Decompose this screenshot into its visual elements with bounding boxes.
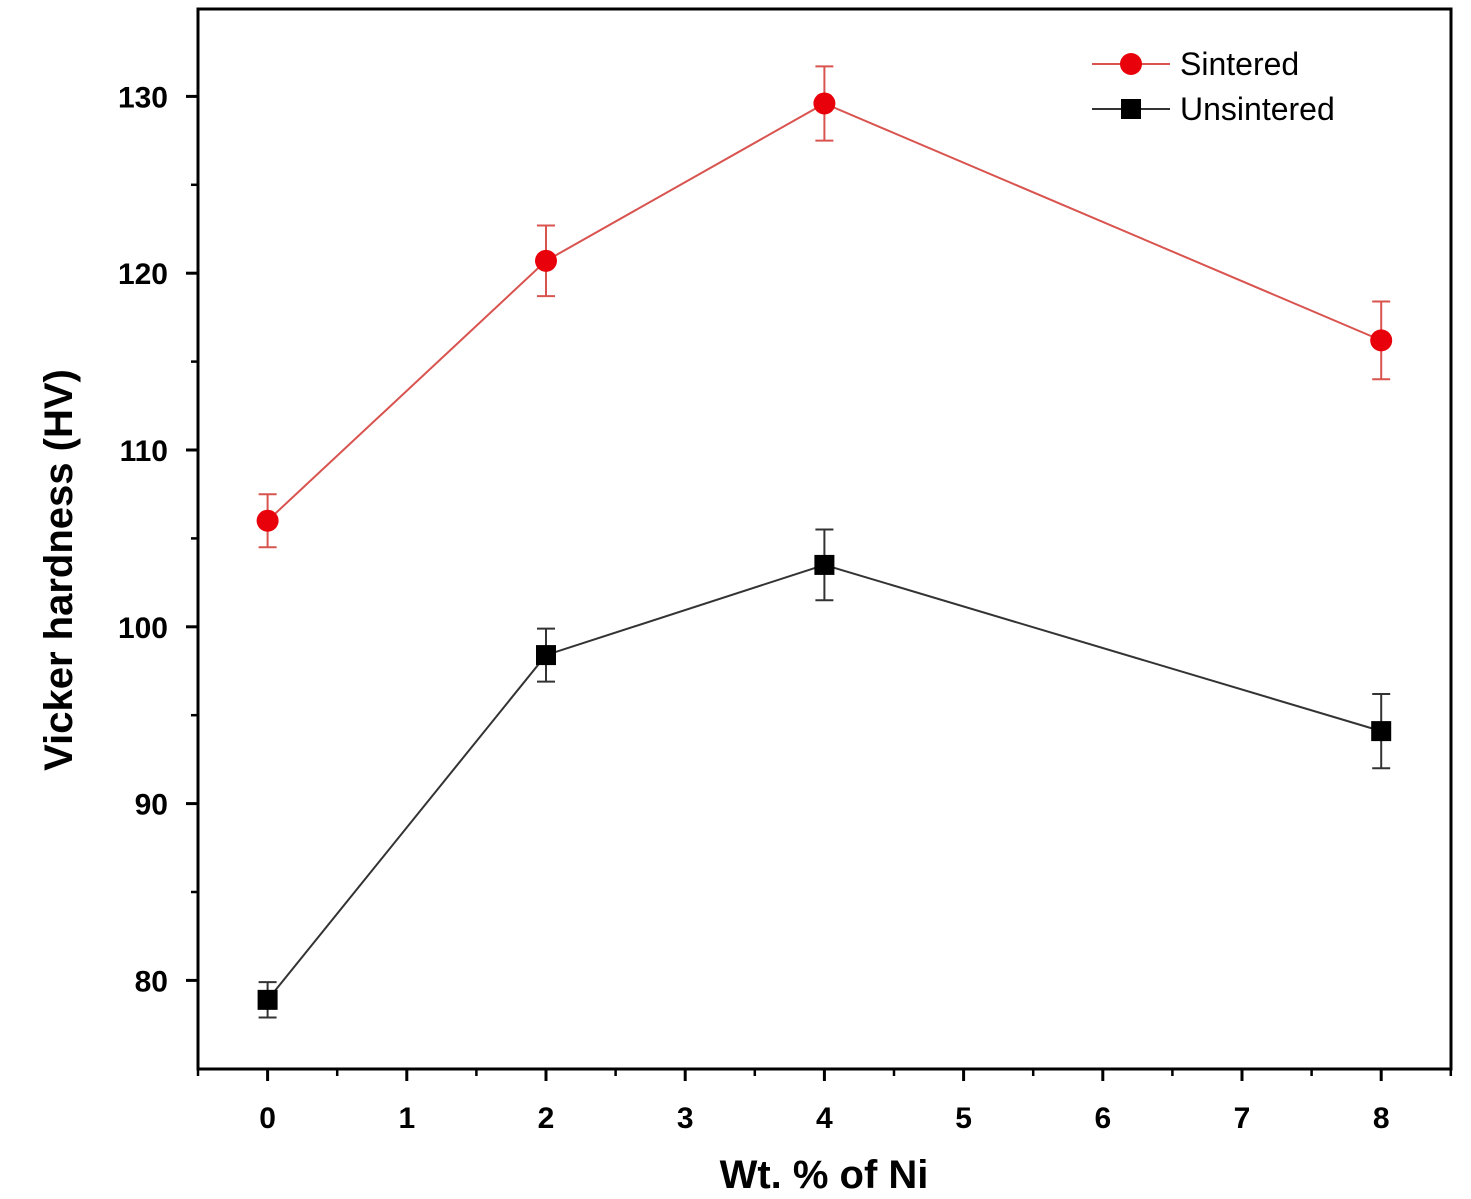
y-tick-label: 80 [135,965,168,998]
series-line [266,563,1382,1001]
x-tick-label: 8 [1373,1102,1390,1135]
series-sintered [256,65,1393,549]
y-tick-label: 100 [118,612,168,645]
legend-label: Sintered [1180,46,1299,82]
x-tick-label: 7 [1234,1102,1251,1135]
legend-item-sintered: Sintered [1092,46,1299,82]
x-tick-label: 4 [816,1102,833,1135]
y-tick-label: 130 [118,81,168,114]
x-tick-label: 0 [259,1102,276,1135]
x-tick-label: 2 [538,1102,555,1135]
x-axis: 0 1 2 3 4 5 6 7 8 [196,1069,1453,1135]
data-point [813,92,836,115]
data-point [1370,329,1393,352]
data-point [257,989,278,1010]
x-axis-title: Wt. % of Ni [720,1153,929,1197]
data-point [1371,721,1392,742]
x-tick-label: 3 [677,1102,694,1135]
y-tick-label: 120 [118,258,168,291]
data-point [814,554,835,575]
x-tick-label: 6 [1094,1102,1111,1135]
x-tick-label: 1 [398,1102,415,1135]
legend-marker [1120,53,1142,75]
series-layer [256,65,1393,1019]
data-point [256,509,279,532]
legend-label: Unsintered [1180,91,1335,127]
legend-item-unsintered: Unsintered [1092,91,1335,127]
y-tick-label: 90 [135,789,168,822]
y-axis-title: Vicker hardness (HV) [37,369,81,771]
legend: Sintered Unsintered [1092,46,1335,127]
x-tick-label: 5 [955,1102,972,1135]
data-point [535,249,557,272]
y-tick-label: 110 [120,435,168,468]
series-unsintered [257,528,1392,1019]
y-axis: 80 90 100 110 120 130 [118,81,198,998]
data-point [536,645,556,666]
legend-marker [1121,99,1141,119]
series-line [266,102,1382,522]
